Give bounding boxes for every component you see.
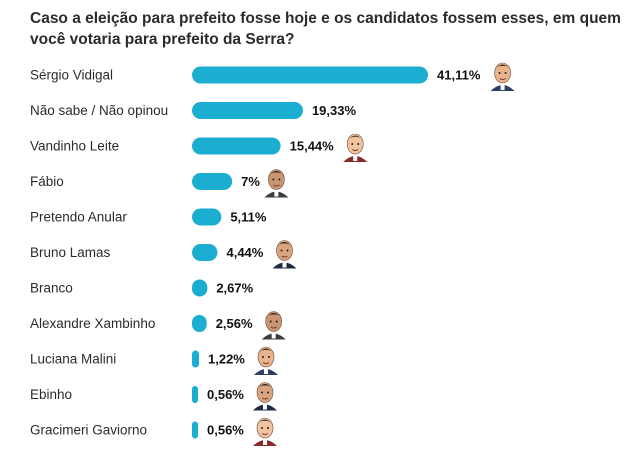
candidate-portrait-icon bbox=[343, 133, 368, 162]
category-label: Alexandre Xambinho bbox=[30, 316, 155, 331]
category-label: Pretendo Anular bbox=[30, 210, 127, 225]
category-label: Fábio bbox=[30, 174, 64, 189]
bar bbox=[192, 244, 218, 261]
value-label: 2,56% bbox=[216, 316, 253, 331]
value-label: 2,67% bbox=[216, 281, 253, 296]
category-label: Luciana Malini bbox=[30, 352, 116, 367]
value-label: 19,33% bbox=[312, 103, 357, 118]
category-label: Branco bbox=[30, 281, 73, 296]
bar bbox=[192, 386, 198, 403]
value-label: 0,56% bbox=[207, 423, 244, 438]
bar bbox=[192, 208, 222, 226]
bar bbox=[192, 315, 207, 332]
value-label: 4,44% bbox=[226, 245, 263, 260]
bar bbox=[192, 350, 200, 368]
candidate-portrait-icon bbox=[253, 382, 277, 411]
candidate-portrait-icon bbox=[253, 417, 277, 446]
value-label: 15,44% bbox=[290, 139, 335, 154]
bar bbox=[192, 66, 428, 84]
bar bbox=[192, 102, 303, 119]
category-label: Gracimeri Gaviorno bbox=[30, 423, 147, 438]
value-label: 0,56% bbox=[207, 387, 244, 402]
candidate-portrait-icon bbox=[490, 62, 515, 91]
candidate-portrait-icon bbox=[254, 346, 279, 375]
value-label: 1,22% bbox=[208, 352, 245, 367]
candidate-portrait-icon bbox=[272, 240, 297, 269]
chart-title: Caso a eleição para prefeito fosse hoje … bbox=[30, 10, 621, 48]
bar bbox=[192, 173, 233, 190]
category-label: Sérgio Vidigal bbox=[30, 68, 113, 83]
bar bbox=[192, 421, 198, 439]
value-label: 5,11% bbox=[230, 210, 267, 225]
bar bbox=[192, 279, 208, 297]
category-label: Bruno Lamas bbox=[30, 245, 111, 260]
value-label: 7% bbox=[241, 174, 260, 189]
category-label: Vandinho Leite bbox=[30, 139, 119, 154]
category-label: Ebinho bbox=[30, 387, 72, 402]
category-label: Não sabe / Não opinou bbox=[30, 103, 168, 118]
candidate-portrait-icon bbox=[261, 311, 286, 340]
bar bbox=[192, 137, 281, 155]
candidate-portrait-icon bbox=[264, 169, 289, 198]
value-label: 41,11% bbox=[437, 68, 481, 83]
